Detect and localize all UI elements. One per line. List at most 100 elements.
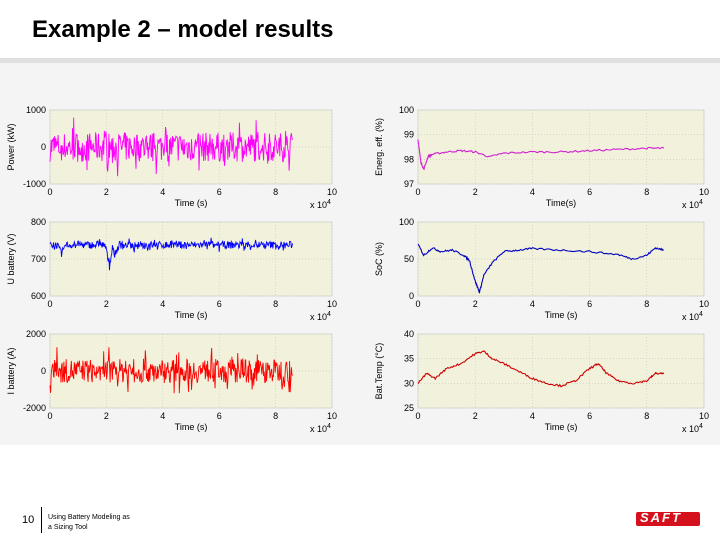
- x-exponent-label: x 104: [682, 199, 703, 210]
- page-title: Example 2 – model results: [32, 16, 334, 43]
- y-tick-label: -1000: [23, 179, 46, 189]
- x-axis-label: Time(s): [546, 198, 576, 208]
- y-tick-label: 800: [31, 217, 46, 227]
- x-axis-label: Time (s): [175, 422, 208, 432]
- title-rule: [0, 58, 720, 63]
- x-tick-label: 0: [47, 411, 52, 421]
- plot-area: [417, 333, 705, 409]
- x-axis-label: Time (s): [545, 422, 578, 432]
- saft-logo-mark: [636, 512, 700, 526]
- x-tick-label: 2: [104, 299, 109, 309]
- footer-divider: [41, 507, 42, 533]
- x-tick-label: 4: [530, 411, 535, 421]
- saft-logo-text: SAFT: [640, 510, 682, 525]
- x-axis-label: Time (s): [175, 198, 208, 208]
- y-tick-label: 40: [404, 329, 414, 339]
- x-tick-label: 10: [327, 187, 337, 197]
- x-tick-label: 2: [104, 187, 109, 197]
- x-tick-label: 4: [160, 299, 165, 309]
- x-exponent-label: x 104: [682, 423, 703, 434]
- x-tick-label: 0: [47, 299, 52, 309]
- y-tick-label: 1000: [26, 105, 46, 115]
- x-exponent-label: x 104: [310, 423, 331, 434]
- y-tick-label: -2000: [23, 403, 46, 413]
- plot-area: [417, 221, 705, 297]
- chart-panel-2: 0 2 4 6 8 10 100 99 98 97 Time(s) Energ. eff. (%) x …: [374, 105, 709, 210]
- x-tick-label: 6: [217, 187, 222, 197]
- x-tick-label: 4: [160, 187, 165, 197]
- y-tick-label: 0: [41, 366, 46, 376]
- series-line: [417, 243, 665, 294]
- x-axis-label: Time (s): [545, 310, 578, 320]
- x-exponent-label: x 104: [310, 199, 331, 210]
- x-tick-label: 6: [217, 411, 222, 421]
- x-tick-label: 2: [473, 187, 478, 197]
- y-axis-label: Bat.Temp (°C): [374, 343, 384, 400]
- x-exponent-power: 4: [327, 199, 331, 206]
- x-tick-label: 0: [47, 187, 52, 197]
- slide-number: 10: [22, 514, 35, 526]
- y-axis-label: U battery (V): [6, 233, 16, 284]
- x-tick-label: 8: [644, 411, 649, 421]
- series-line: [417, 139, 665, 171]
- x-exponent-power: 4: [699, 311, 703, 318]
- x-axis-label: Time (s): [175, 310, 208, 320]
- x-tick-label: 4: [530, 299, 535, 309]
- y-axis-label: SoC (%): [374, 242, 384, 276]
- y-tick-label: 25: [404, 403, 414, 413]
- y-tick-label: 97: [404, 179, 414, 189]
- x-tick-label: 0: [415, 411, 420, 421]
- x-exponent-power: 4: [327, 423, 331, 430]
- y-tick-label: 0: [41, 142, 46, 152]
- y-tick-label: 99: [404, 130, 414, 140]
- footer-text-line2: a Sizing Tool: [48, 524, 88, 531]
- x-exponent-label: x 104: [682, 311, 703, 322]
- x-tick-label: 6: [587, 411, 592, 421]
- series-line: [49, 117, 293, 177]
- x-tick-label: 2: [473, 299, 478, 309]
- y-tick-label: 98: [404, 154, 414, 164]
- x-tick-label: 8: [644, 299, 649, 309]
- x-exponent-power: 4: [699, 423, 703, 430]
- x-tick-label: 4: [160, 411, 165, 421]
- x-tick-label: 6: [217, 299, 222, 309]
- y-axis-label: I battery (A): [6, 347, 16, 394]
- y-tick-label: 35: [404, 354, 414, 364]
- plot-area: [417, 109, 705, 185]
- x-exponent-power: 4: [327, 311, 331, 318]
- x-exponent-power: 4: [699, 199, 703, 206]
- series-line: [49, 237, 293, 271]
- x-tick-label: 4: [530, 187, 535, 197]
- y-axis-label: Power (kW): [6, 123, 16, 170]
- x-tick-label: 6: [587, 187, 592, 197]
- y-tick-label: 0: [409, 291, 414, 301]
- y-tick-label: 100: [399, 217, 414, 227]
- y-tick-label: 700: [31, 254, 46, 264]
- x-tick-label: 2: [473, 411, 478, 421]
- y-tick-label: 2000: [26, 329, 46, 339]
- x-tick-label: 8: [273, 187, 278, 197]
- y-tick-label: 600: [31, 291, 46, 301]
- x-tick-label: 10: [327, 299, 337, 309]
- y-axis-label: Energ. eff. (%): [374, 118, 384, 176]
- saft-logo: [636, 512, 700, 526]
- x-tick-label: 8: [273, 411, 278, 421]
- x-tick-label: 8: [644, 187, 649, 197]
- x-tick-label: 8: [273, 299, 278, 309]
- y-tick-label: 100: [399, 105, 414, 115]
- footer-text-line1: Using Battery Modeling as: [48, 514, 130, 521]
- chart-panel-3: 0 2 4 6 8 10 800 700 600 Time (s) U battery (V) x 1…: [6, 217, 337, 322]
- series-line: [417, 350, 665, 388]
- x-tick-label: 2: [104, 411, 109, 421]
- x-exponent-label: x 104: [310, 311, 331, 322]
- x-tick-label: 0: [415, 187, 420, 197]
- x-tick-label: 10: [699, 411, 709, 421]
- y-tick-label: 30: [404, 378, 414, 388]
- chart-panel-6: 0 2 4 6 8 10 40 35 30 25 Time (s) Bat.Temp (°C) x 10…: [374, 329, 709, 434]
- x-tick-label: 10: [327, 411, 337, 421]
- x-tick-label: 10: [699, 187, 709, 197]
- chart-panel-4: 0 2 4 6 8 10 100 50 0 Time (s) SoC (%) x 104: [374, 217, 709, 322]
